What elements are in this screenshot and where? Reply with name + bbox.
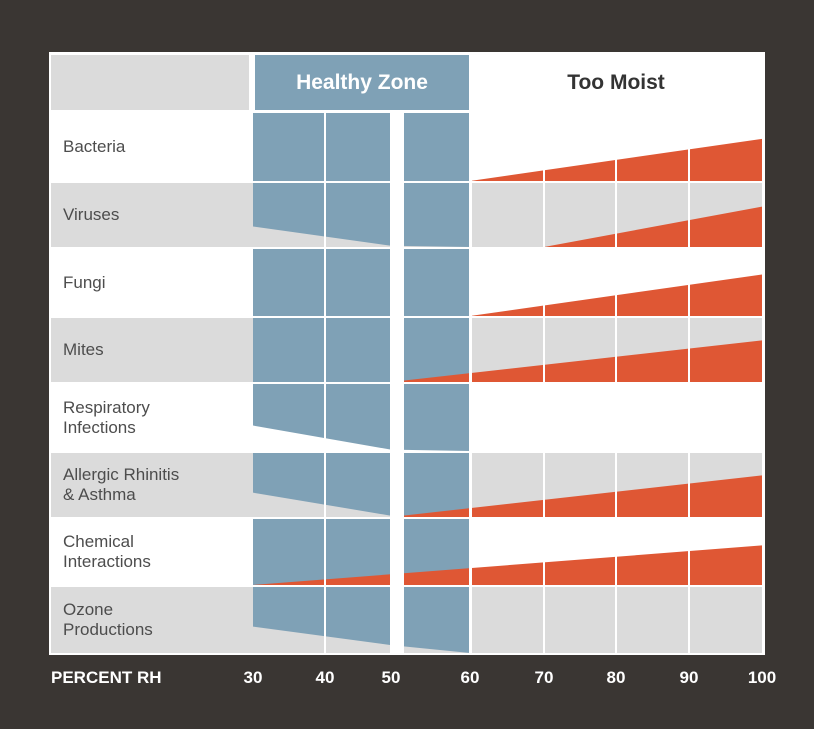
row-label-line: Interactions (63, 552, 151, 571)
risk-wedge (391, 340, 762, 382)
row-label-line: Chemical (63, 532, 134, 551)
row-label: Respiratory Infections (49, 384, 251, 451)
axis-tick-label: 30 (243, 668, 263, 687)
risk-wedge (544, 206, 762, 247)
axis-tick-label: 40 (315, 668, 335, 687)
healthy-zone-header: Healthy Zone (296, 70, 428, 94)
row-label: Fungi (49, 249, 251, 316)
axis-tick-label: 70 (534, 668, 554, 687)
row-label-line: Infections (63, 417, 136, 437)
row-label: Bacteria (49, 113, 251, 181)
row-divider (51, 382, 762, 384)
axis-tick-label: 100 (747, 668, 777, 687)
healthy-wedge (253, 183, 470, 247)
row-divider (51, 316, 762, 318)
axis-tick-label: 50 (381, 668, 401, 687)
row-label-line: Fungi (63, 272, 106, 292)
axis-tick-label: 60 (460, 668, 480, 687)
healthy-wedge (253, 587, 470, 653)
axis-tick-label: 80 (606, 668, 626, 687)
row-divider (51, 517, 762, 519)
row-label-line: Respiratory (63, 397, 150, 417)
healthy-wedge (253, 318, 470, 382)
risk-wedge (253, 545, 762, 585)
risk-wedge (391, 475, 762, 517)
row-label-line: Productions (63, 620, 153, 639)
row-label-line: Ozone (63, 600, 114, 619)
axis-title: PERCENT RH (51, 668, 162, 687)
healthy-wedge (253, 249, 470, 316)
healthy-wedge (253, 113, 470, 181)
row-divider (51, 247, 762, 249)
row-divider (51, 181, 762, 183)
healthy-wedge (253, 519, 470, 585)
healthy-zone-header-bg (255, 55, 469, 110)
row-label-line: Viruses (63, 205, 120, 224)
row-divider (51, 585, 762, 587)
healthy-wedge (253, 384, 470, 451)
axis-tick-label: 90 (679, 668, 699, 687)
healthy-wedge (253, 453, 470, 517)
row-label: Viruses (49, 183, 251, 247)
row-label: Ozone Productions (49, 587, 251, 653)
zone-divider (469, 55, 472, 653)
header-label-cell (51, 55, 249, 110)
row-label: Allergic Rhinitis & Asthma (49, 453, 251, 517)
row-label: Chemical Interactions (49, 519, 251, 585)
too-moist-header: Too Moist (567, 70, 665, 94)
row-label-line: Allergic Rhinitis (63, 465, 180, 484)
row-label: Mites (49, 318, 251, 382)
row-divider (51, 451, 762, 453)
row-label-line: Bacteria (63, 137, 126, 156)
row-label-line: Mites (63, 340, 104, 359)
row-label-line: & Asthma (63, 485, 136, 504)
